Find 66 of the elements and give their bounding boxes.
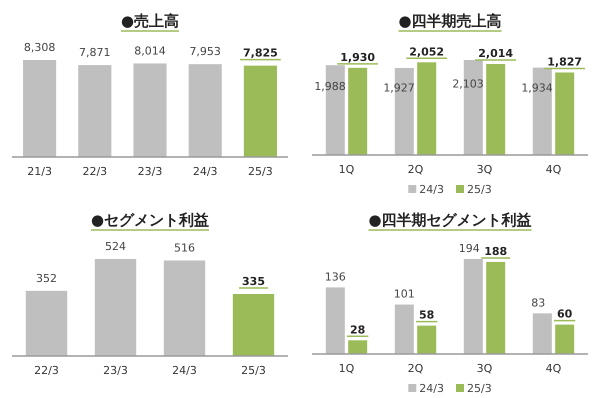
data-label: 335 [242,274,265,288]
data-label: 1,827 [547,55,582,68]
bar [532,313,552,354]
data-label: 1,934 [521,81,553,94]
data-label: 7,825 [243,46,278,60]
data-label: 516 [174,241,195,254]
bar [486,262,506,354]
data-label: 1,927 [383,81,415,94]
legend-label: 25/3 [467,183,492,196]
data-label: 8,014 [134,44,166,58]
bar [94,259,136,356]
bar [232,294,274,356]
x-tick-label: 2Q [408,362,424,375]
bar [164,260,206,356]
chart-title: ●四半期セグメント利益 [368,211,532,229]
data-label: 194 [458,242,480,255]
legend-label: 24/3 [419,382,444,395]
bar [417,62,436,155]
bar [326,287,345,354]
x-tick-label: 4Q [546,362,562,375]
data-label: 2,014 [478,47,514,60]
x-tick-label: 25/3 [248,164,273,178]
data-label: 524 [105,240,126,253]
x-tick-label: 1Q [338,362,355,375]
x-tick-label: 25/3 [241,364,266,377]
data-label: 1,930 [340,50,376,64]
x-tick-label: 23/3 [138,164,162,178]
x-tick-label: 22/3 [82,164,108,178]
x-tick-label: 3Q [476,362,493,375]
data-label: 8,308 [24,41,56,54]
x-tick-label: 24/3 [192,164,218,178]
bar [555,324,574,354]
x-tick-label: 1Q [338,162,355,176]
data-label: 101 [394,288,415,301]
bar [486,64,506,155]
x-tick-label: 2Q [408,162,424,176]
data-label: 7,871 [79,46,111,60]
data-label: 188 [484,244,508,258]
legend-label: 24/3 [419,183,444,196]
chart-title: ●売上高 [120,12,180,30]
data-label: 2,052 [409,45,444,58]
data-label: 60 [557,308,573,321]
data-label: 136 [324,270,346,284]
bar [394,304,414,354]
x-tick-label: 22/3 [34,364,59,377]
legend-label: 25/3 [467,382,492,395]
chart-title: ●セグメント利益 [90,211,210,229]
data-label: 58 [419,308,434,322]
data-label: 1,988 [314,80,346,94]
x-tick-label: 23/3 [103,364,128,377]
data-label: 28 [350,323,366,336]
bar [348,340,368,354]
chart-title: ●四半期売上高 [398,12,502,30]
data-label: 2,103 [452,78,484,90]
bar [26,290,68,356]
x-tick-label: 24/3 [172,364,197,377]
x-tick-label: 3Q [476,162,493,176]
data-label: 7,953 [189,45,221,58]
bar [555,72,574,155]
data-label: 352 [36,272,57,285]
bar [348,68,368,155]
x-tick-label: 4Q [546,162,562,176]
bar [464,259,483,354]
bar [417,326,436,354]
x-tick-label: 21/3 [27,164,52,178]
data-label: 83 [531,296,546,310]
